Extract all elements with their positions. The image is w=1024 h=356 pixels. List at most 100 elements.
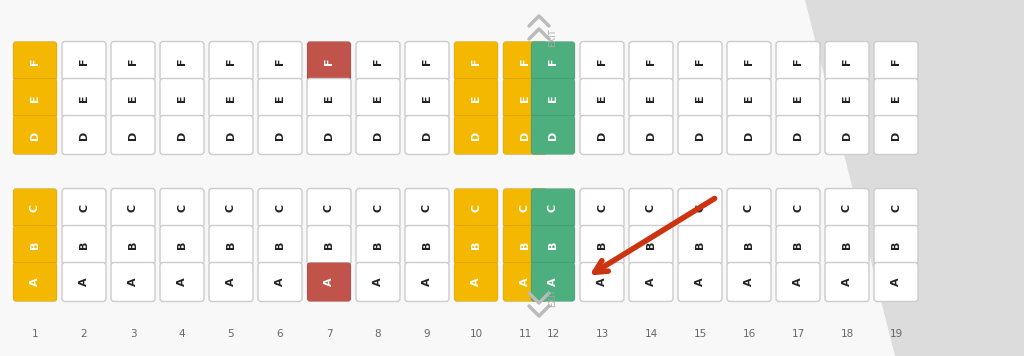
Text: A: A xyxy=(177,278,187,286)
Text: B: B xyxy=(324,241,334,249)
FancyBboxPatch shape xyxy=(727,79,771,117)
FancyBboxPatch shape xyxy=(580,42,624,80)
Text: C: C xyxy=(128,204,138,212)
FancyBboxPatch shape xyxy=(13,188,57,227)
Text: E: E xyxy=(422,94,432,102)
Text: A: A xyxy=(646,278,656,286)
Text: F: F xyxy=(744,57,754,65)
Text: E: E xyxy=(744,94,754,102)
FancyBboxPatch shape xyxy=(111,42,155,80)
FancyBboxPatch shape xyxy=(62,115,106,155)
FancyBboxPatch shape xyxy=(776,225,820,265)
Text: C: C xyxy=(422,204,432,212)
Text: 6: 6 xyxy=(276,329,284,339)
FancyBboxPatch shape xyxy=(307,262,351,302)
Text: B: B xyxy=(646,241,656,249)
FancyBboxPatch shape xyxy=(160,188,204,227)
Text: C: C xyxy=(226,204,236,212)
FancyBboxPatch shape xyxy=(874,42,918,80)
Text: C: C xyxy=(324,204,334,212)
Text: C: C xyxy=(471,204,481,212)
Text: A: A xyxy=(548,278,558,286)
FancyBboxPatch shape xyxy=(454,79,498,117)
Text: A: A xyxy=(744,278,754,286)
Text: 14: 14 xyxy=(644,329,657,339)
FancyBboxPatch shape xyxy=(776,262,820,302)
Text: F: F xyxy=(891,57,901,65)
Text: E: E xyxy=(548,94,558,102)
Text: A: A xyxy=(128,278,138,286)
Text: E: E xyxy=(30,94,40,102)
Text: E: E xyxy=(520,94,530,102)
FancyBboxPatch shape xyxy=(406,79,449,117)
Text: B: B xyxy=(471,241,481,249)
Text: D: D xyxy=(695,130,705,140)
Text: 2: 2 xyxy=(81,329,87,339)
Text: F: F xyxy=(471,57,481,65)
Text: D: D xyxy=(548,130,558,140)
Text: F: F xyxy=(373,57,383,65)
FancyBboxPatch shape xyxy=(454,188,498,227)
FancyBboxPatch shape xyxy=(209,225,253,265)
FancyBboxPatch shape xyxy=(629,225,673,265)
Text: C: C xyxy=(275,204,285,212)
Text: D: D xyxy=(128,130,138,140)
Text: D: D xyxy=(597,130,607,140)
FancyBboxPatch shape xyxy=(406,188,449,227)
FancyBboxPatch shape xyxy=(678,225,722,265)
Text: 18: 18 xyxy=(841,329,854,339)
Text: B: B xyxy=(695,241,705,249)
FancyBboxPatch shape xyxy=(209,188,253,227)
Text: A: A xyxy=(422,278,432,286)
FancyBboxPatch shape xyxy=(356,79,400,117)
Text: 19: 19 xyxy=(890,329,902,339)
FancyBboxPatch shape xyxy=(13,42,57,80)
FancyBboxPatch shape xyxy=(727,42,771,80)
FancyBboxPatch shape xyxy=(531,262,575,302)
FancyBboxPatch shape xyxy=(356,115,400,155)
FancyBboxPatch shape xyxy=(111,115,155,155)
FancyBboxPatch shape xyxy=(629,188,673,227)
FancyBboxPatch shape xyxy=(62,42,106,80)
FancyBboxPatch shape xyxy=(406,225,449,265)
FancyBboxPatch shape xyxy=(678,42,722,80)
FancyBboxPatch shape xyxy=(678,79,722,117)
Text: A: A xyxy=(471,278,481,286)
Text: A: A xyxy=(324,278,334,286)
Text: C: C xyxy=(695,204,705,212)
FancyBboxPatch shape xyxy=(531,79,575,117)
FancyBboxPatch shape xyxy=(258,79,302,117)
FancyBboxPatch shape xyxy=(454,225,498,265)
FancyBboxPatch shape xyxy=(209,42,253,80)
Text: D: D xyxy=(520,130,530,140)
FancyBboxPatch shape xyxy=(258,188,302,227)
FancyBboxPatch shape xyxy=(111,225,155,265)
Text: 3: 3 xyxy=(130,329,136,339)
Text: B: B xyxy=(373,241,383,249)
Polygon shape xyxy=(805,0,1024,356)
Text: D: D xyxy=(30,130,40,140)
FancyBboxPatch shape xyxy=(307,188,351,227)
FancyBboxPatch shape xyxy=(503,225,547,265)
Text: 10: 10 xyxy=(469,329,482,339)
Text: EXIT: EXIT xyxy=(549,29,557,47)
Text: F: F xyxy=(422,57,432,65)
FancyBboxPatch shape xyxy=(307,79,351,117)
FancyBboxPatch shape xyxy=(209,115,253,155)
FancyBboxPatch shape xyxy=(531,188,575,227)
Text: A: A xyxy=(373,278,383,286)
Text: D: D xyxy=(79,130,89,140)
Text: A: A xyxy=(842,278,852,286)
Text: E: E xyxy=(646,94,656,102)
Text: B: B xyxy=(597,241,607,249)
FancyBboxPatch shape xyxy=(503,42,547,80)
Text: B: B xyxy=(422,241,432,249)
Text: C: C xyxy=(373,204,383,212)
FancyBboxPatch shape xyxy=(454,262,498,302)
Text: 7: 7 xyxy=(326,329,333,339)
Text: D: D xyxy=(226,130,236,140)
FancyBboxPatch shape xyxy=(209,262,253,302)
FancyBboxPatch shape xyxy=(678,188,722,227)
FancyBboxPatch shape xyxy=(776,42,820,80)
Text: D: D xyxy=(422,130,432,140)
